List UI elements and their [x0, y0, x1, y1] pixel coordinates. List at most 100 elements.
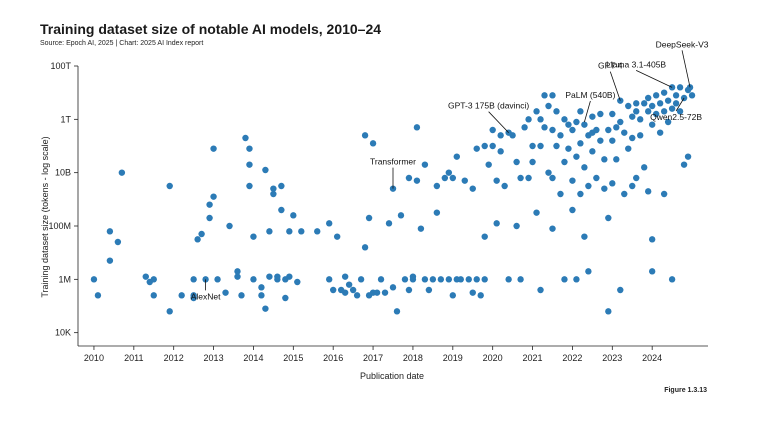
data-point: [465, 276, 472, 283]
data-point: [561, 158, 568, 166]
annotation-leader-line: [675, 97, 685, 112]
y-tick-label: 10B: [55, 168, 71, 178]
data-point: [668, 276, 676, 283]
data-point: [477, 292, 484, 299]
data-point: [601, 185, 608, 192]
data-point: [106, 257, 114, 264]
data-point: [553, 142, 560, 150]
data-point: [266, 228, 273, 235]
data-point: [114, 238, 122, 246]
annotations: AlexNet Transformer GPT-3 175B (davinci) Pa…: [191, 39, 709, 301]
data-point: [609, 137, 616, 144]
data-point: [672, 92, 680, 99]
x-tick-label: 2024: [642, 353, 662, 363]
data-point: [433, 182, 441, 190]
data-point: [421, 161, 429, 168]
data-point: [278, 206, 285, 214]
annotation-label: Transformer: [370, 157, 416, 167]
data-point: [461, 177, 468, 184]
x-tick-label: 2011: [124, 353, 143, 363]
data-point: [481, 276, 488, 283]
data-point: [405, 286, 413, 294]
data-point: [314, 228, 321, 235]
annotation-leader-line: [635, 69, 673, 88]
data-point: [445, 276, 453, 283]
data-point: [505, 276, 512, 283]
data-point: [326, 220, 333, 227]
data-point: [417, 225, 425, 232]
data-point: [617, 97, 624, 104]
data-point: [573, 276, 580, 283]
data-point: [250, 233, 257, 240]
data-point: [652, 92, 660, 99]
data-point: [660, 89, 668, 96]
data-point: [641, 164, 648, 171]
x-tick-label: 2014: [243, 353, 263, 363]
data-point: [577, 108, 584, 115]
annotation-label: DeepSeek-V3: [656, 39, 709, 49]
data-point: [577, 140, 584, 147]
data-point: [397, 212, 405, 219]
data-point: [501, 182, 508, 190]
data-point: [409, 276, 417, 283]
data-point: [357, 276, 365, 283]
data-point: [549, 126, 556, 134]
data-point: [597, 110, 604, 118]
data-point: [262, 305, 269, 312]
data-point: [401, 276, 409, 283]
data-point: [605, 214, 612, 222]
data-point: [481, 142, 488, 150]
data-point: [617, 118, 624, 126]
data-point: [290, 212, 297, 219]
data-point: [345, 281, 353, 288]
data-point: [637, 132, 644, 139]
y-tick-label: 100T: [50, 61, 71, 71]
data-point: [676, 84, 684, 91]
data-point: [509, 132, 516, 139]
data-point: [286, 273, 293, 280]
x-tick-label: 2012: [164, 353, 184, 363]
figure-label: Figure 1.3.13: [664, 387, 707, 394]
data-point: [593, 126, 600, 134]
data-point: [262, 166, 269, 174]
data-point: [210, 193, 217, 200]
data-point: [274, 273, 281, 280]
y-tick-label: 10K: [55, 328, 71, 338]
data-point: [349, 286, 357, 294]
data-point: [150, 292, 157, 299]
data-point: [278, 182, 285, 190]
x-tick-label: 2019: [443, 353, 463, 363]
data-point: [589, 148, 596, 155]
data-point: [238, 292, 245, 299]
data-point: [481, 233, 488, 240]
data-point: [641, 100, 648, 107]
data-point: [629, 134, 636, 142]
data-point: [425, 286, 433, 294]
data-point: [545, 102, 552, 110]
data-point: [569, 206, 576, 214]
data-point: [413, 177, 421, 184]
data-point: [644, 188, 652, 195]
data-point: [493, 220, 500, 227]
data-point: [549, 92, 556, 99]
data-point: [569, 177, 576, 184]
data-point: [537, 286, 544, 294]
data-point: [242, 134, 249, 142]
data-point: [581, 164, 588, 171]
data-point: [429, 276, 437, 283]
data-point: [234, 273, 241, 280]
data-point: [569, 126, 576, 134]
data-point: [381, 289, 389, 296]
annotation-label: GPT-3 175B (davinci): [448, 101, 529, 111]
data-point: [473, 276, 480, 283]
x-tick-label: 2023: [602, 353, 622, 363]
data-point: [270, 185, 277, 192]
data-point: [593, 174, 600, 182]
data-point: [609, 180, 616, 187]
data-point: [258, 292, 265, 299]
data-point: [497, 148, 504, 155]
data-point: [605, 126, 612, 134]
data-point: [405, 174, 413, 182]
data-point: [668, 84, 676, 91]
